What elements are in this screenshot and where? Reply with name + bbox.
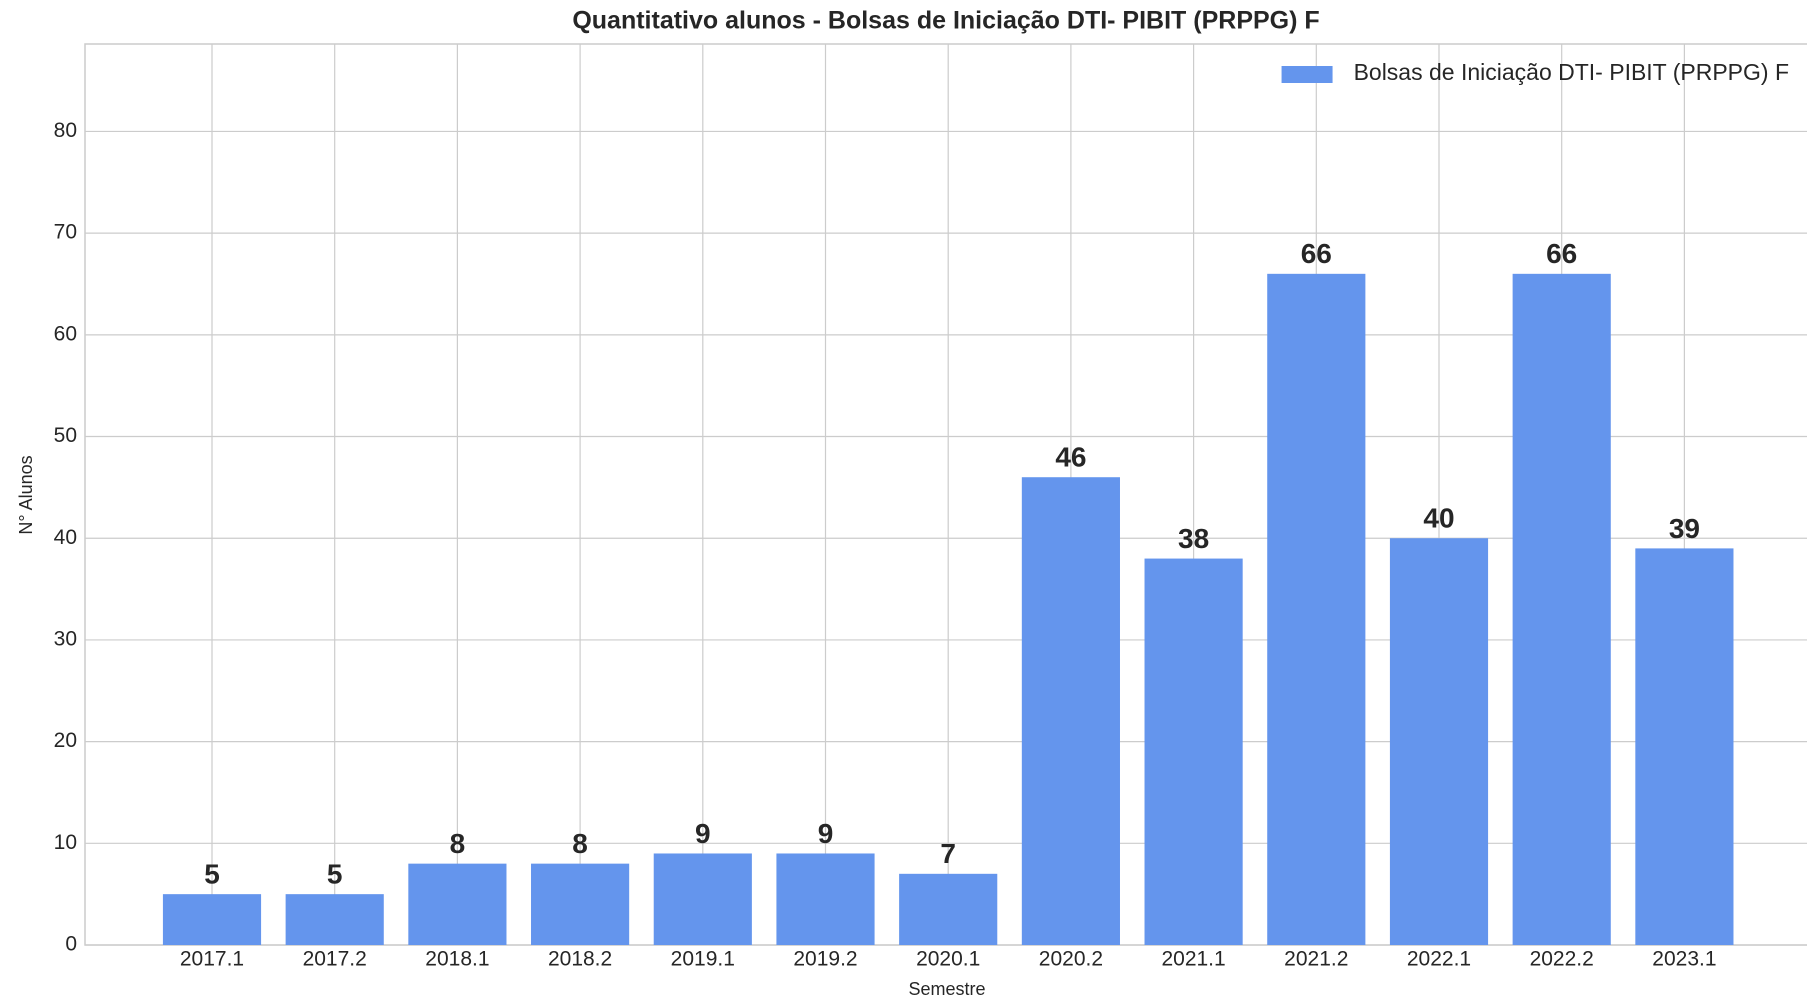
- x-tick-label: 2022.1: [1407, 948, 1471, 971]
- data-label: 46: [1055, 442, 1086, 473]
- legend-label: Bolsas de Iniciação DTI- PIBIT (PRPPG) F: [1354, 59, 1789, 85]
- data-label: 66: [1301, 238, 1332, 269]
- bar: [653, 853, 752, 945]
- y-tick-label: 50: [54, 424, 77, 447]
- bar: [531, 863, 630, 945]
- bar: [1512, 273, 1611, 945]
- x-tick-label: 2019.1: [671, 948, 735, 971]
- x-tick-label: 2022.2: [1530, 948, 1594, 971]
- chart-title: Quantitativo alunos - Bolsas de Iniciaçã…: [572, 7, 1319, 35]
- data-label: 8: [450, 828, 466, 859]
- x-axis-label: Semestre: [908, 979, 985, 999]
- y-tick-label: 40: [54, 526, 77, 549]
- x-tick-label: 2018.1: [425, 948, 489, 971]
- y-tick-label: 70: [54, 221, 77, 244]
- data-label: 9: [695, 818, 711, 849]
- x-tick-label: 2021.1: [1161, 948, 1225, 971]
- data-label: 7: [940, 838, 956, 869]
- data-label: 66: [1546, 238, 1577, 269]
- bar: [408, 863, 507, 945]
- x-tick-label: 2023.1: [1652, 948, 1716, 971]
- x-tick-label: 2020.2: [1039, 948, 1103, 971]
- y-tick-label: 20: [54, 729, 77, 752]
- bar: [285, 894, 384, 945]
- legend-swatch: [1281, 66, 1333, 83]
- bar: [1144, 558, 1243, 945]
- bar: [1389, 538, 1489, 945]
- y-tick-label: 60: [54, 322, 77, 345]
- data-label: 8: [572, 828, 588, 859]
- data-label: 38: [1178, 523, 1209, 554]
- bar: [899, 873, 998, 945]
- y-tick-label: 30: [54, 627, 77, 650]
- bar: [776, 853, 875, 945]
- y-tick-label: 80: [54, 119, 77, 142]
- y-axis-label: N° Alunos: [16, 455, 36, 534]
- x-tick-label: 2017.2: [303, 948, 367, 971]
- x-tick-label: 2018.2: [548, 948, 612, 971]
- data-label: 9: [818, 818, 834, 849]
- x-tick-label: 2017.1: [180, 948, 244, 971]
- x-tick-label: 2021.2: [1284, 948, 1348, 971]
- bar: [1021, 477, 1120, 945]
- data-label: 5: [204, 859, 220, 890]
- data-label: 40: [1423, 503, 1454, 534]
- x-tick-label: 2020.1: [916, 948, 980, 971]
- x-tick-label: 2019.2: [793, 948, 857, 971]
- data-label: 5: [327, 859, 343, 890]
- bar: [162, 894, 262, 945]
- bar: [1267, 273, 1366, 945]
- bar: [1635, 548, 1734, 945]
- y-tick-label: 0: [65, 933, 77, 956]
- data-label: 39: [1669, 513, 1700, 544]
- y-tick-label: 10: [54, 831, 77, 854]
